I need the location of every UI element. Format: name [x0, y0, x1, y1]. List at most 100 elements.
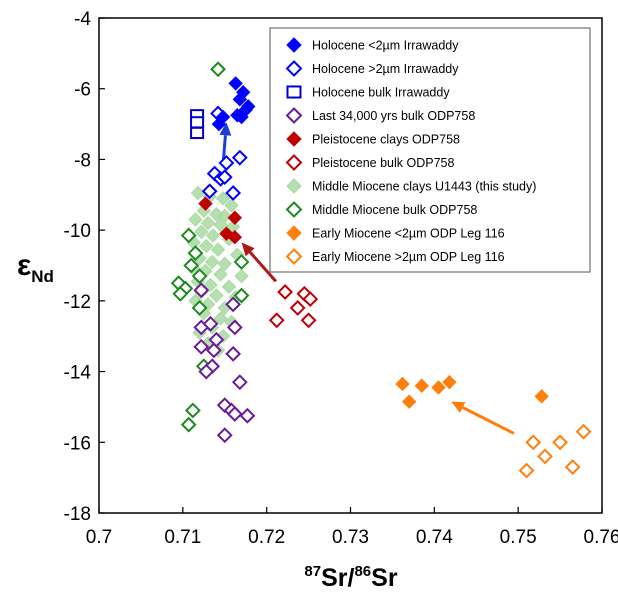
data-point [227, 230, 243, 245]
data-point [191, 268, 208, 285]
x-tick-label: 0.73 [332, 527, 369, 548]
data-point [414, 378, 429, 393]
data-point [215, 191, 231, 206]
data-point [225, 345, 242, 362]
legend-label: Holocene >2µm Irrawaddy [312, 62, 459, 76]
x-tick-label: 0.76 [584, 527, 618, 548]
data-point [210, 242, 226, 257]
legend-label: Last 34,000 yrs bulk ODP758 [312, 109, 475, 123]
x-tick-label: 0.71 [164, 527, 201, 548]
y-tick-label: -8 [74, 150, 91, 171]
data-point [218, 155, 235, 171]
data-point [231, 149, 248, 166]
data-point [188, 212, 203, 227]
series-points [211, 76, 256, 132]
data-point [205, 228, 221, 243]
legend-item: Early Miocene >2µm ODP Leg 116 [285, 248, 505, 265]
x-tick-labels: 0.7 0.71 0.72 0.73 0.74 0.75 0.76 [86, 527, 618, 548]
data-point [213, 267, 228, 282]
y-tick-labels: -4 -6 -8 -10 -12 -14 -16 -18 [64, 9, 92, 525]
data-point [213, 217, 228, 233]
legend-marker [286, 85, 302, 99]
data-point [225, 185, 242, 201]
data-point [224, 198, 239, 213]
data-point [575, 423, 592, 440]
series-points [170, 61, 250, 433]
series-points [201, 105, 248, 201]
legend-label: Holocene <2µm Irrawaddy [312, 39, 459, 53]
legend-item: Pleistocene clays ODP758 [286, 131, 460, 147]
data-point [198, 196, 213, 211]
data-point [199, 238, 214, 254]
data-point [226, 406, 243, 422]
legend-marker [286, 225, 302, 241]
axis-ticks [98, 17, 603, 514]
data-point [401, 394, 417, 409]
data-point [537, 448, 553, 465]
data-point [193, 338, 210, 355]
series-points [190, 109, 205, 140]
data-points [170, 61, 592, 479]
data-point [268, 312, 285, 329]
legend: Holocene <2µm Irrawaddy Holocene >2µm Irr… [269, 27, 591, 273]
data-point [228, 76, 243, 91]
series-points [518, 423, 592, 479]
arrow-shaft [462, 406, 515, 435]
data-point [518, 462, 535, 479]
arrow-shaft [249, 251, 278, 283]
data-point [190, 126, 205, 140]
data-point [211, 116, 227, 132]
data-point [194, 224, 209, 240]
data-point [202, 315, 219, 332]
data-point [239, 407, 256, 424]
legend-label: Pleistocene clays ODP758 [312, 133, 460, 147]
legend-label: Early Miocene <2µm ODP Leg 116 [312, 227, 505, 241]
y-axis-title: εNd [17, 249, 54, 286]
data-point [198, 363, 215, 380]
data-point [442, 374, 457, 390]
legend-label: Early Miocene >2µm ODP Leg 116 [312, 250, 505, 264]
x-axis-title: 87Sr/86Sr [304, 563, 397, 592]
y-tick-label: -10 [64, 221, 91, 242]
data-point [193, 282, 210, 299]
data-point [216, 427, 233, 444]
x-tick-label: 0.7 [86, 527, 112, 548]
legend-marker [285, 60, 303, 77]
series-points [395, 374, 549, 409]
legend-item: Middle Miocene clays U1443 (this study) [286, 178, 536, 194]
data-point [395, 376, 410, 392]
data-point [225, 296, 242, 313]
legend-item: Holocene >2µm Irrawaddy [285, 60, 459, 77]
data-point [213, 311, 228, 326]
y-tick-label: -18 [64, 504, 91, 525]
legend-marker [286, 131, 302, 147]
data-point [209, 288, 224, 303]
series-points [268, 284, 319, 329]
legend-label: Pleistocene bulk ODP758 [312, 156, 454, 170]
data-point [525, 434, 542, 451]
data-point [289, 300, 306, 316]
arrow-head [451, 401, 466, 413]
data-point [191, 300, 208, 316]
x-tick-label: 0.72 [248, 527, 285, 548]
data-point [431, 380, 446, 395]
data-point [180, 416, 197, 433]
data-point [300, 312, 317, 329]
data-point [234, 109, 249, 125]
y-tick-label: -14 [64, 363, 92, 384]
data-point [184, 402, 201, 419]
data-point [232, 92, 248, 107]
data-point [190, 116, 205, 129]
legend-item: Middle Miocene bulk ODP758 [285, 201, 477, 218]
legend-item: Pleistocene bulk ODP758 [285, 154, 454, 171]
y-tick-label: -12 [64, 292, 91, 313]
y-tick-label: -4 [74, 9, 91, 30]
data-point [205, 342, 222, 359]
series-points [198, 196, 243, 245]
legend-label: Holocene bulk Irrawaddy [312, 86, 450, 100]
data-point [201, 183, 218, 200]
data-point [216, 169, 233, 186]
legend-item: Last 34,000 yrs bulk ODP758 [285, 107, 475, 124]
data-point [204, 254, 220, 270]
